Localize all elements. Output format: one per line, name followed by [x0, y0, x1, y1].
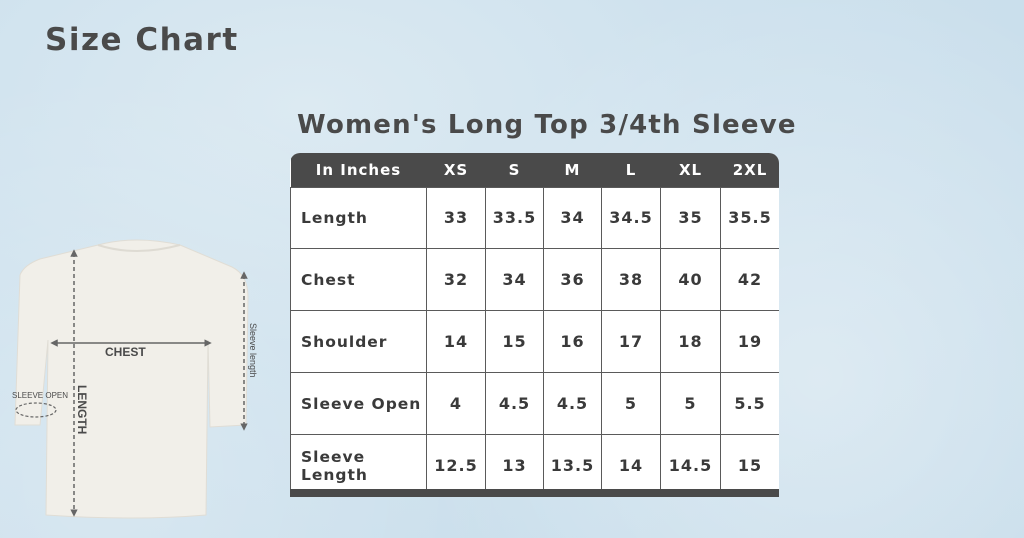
table-cell: 42 [720, 248, 779, 312]
table-cell: 19 [720, 310, 779, 374]
table-cell: 38 [601, 248, 661, 312]
size-table-container: In Inches XS S M L XL 2XL Length 33 33.5… [290, 153, 779, 497]
header-cell: S [508, 160, 521, 179]
table-cell: 5 [660, 372, 721, 436]
row-label: Length [290, 186, 427, 250]
header-cell: L [625, 160, 637, 179]
table-cell: 5.5 [720, 372, 779, 436]
table-cell: 4.5 [543, 372, 602, 436]
header-cell: XL [678, 160, 703, 179]
table-cell: 14 [601, 434, 661, 497]
table-cell: 5 [601, 372, 661, 436]
sleeve-length-label: Sleeve length [248, 323, 258, 378]
table-cell: 12.5 [426, 434, 486, 497]
row-label: Chest [290, 248, 427, 312]
row-label: Shoulder [290, 310, 427, 374]
table-row: Sleeve Open 4 4.5 4.5 5 5 5.5 [290, 372, 779, 436]
header-cell: M [564, 160, 581, 179]
table-cell: 14.5 [660, 434, 721, 497]
table-header-row: In Inches XS S M L XL 2XL [290, 153, 779, 187]
sleeve-open-measure [15, 402, 57, 418]
table-cell: 35 [660, 186, 721, 250]
table-cell: 4 [426, 372, 486, 436]
table-cell: 33 [426, 186, 486, 250]
length-label: LENGTH [75, 385, 89, 434]
table-cell: 15 [485, 310, 544, 374]
table-footer-bar [290, 489, 779, 497]
table-cell: 18 [660, 310, 721, 374]
table-cell: 14 [426, 310, 486, 374]
chest-label: CHEST [105, 345, 146, 359]
table-cell: 16 [543, 310, 602, 374]
shirt-shape [14, 239, 249, 519]
table-row: Chest 32 34 36 38 40 42 [290, 248, 779, 312]
row-label: Sleeve Length [290, 434, 427, 497]
table-cell: 15 [720, 434, 779, 497]
page-title: Size Chart [45, 22, 239, 58]
table-cell: 32 [426, 248, 486, 312]
table-cell: 36 [543, 248, 602, 312]
header-cell: 2XL [732, 160, 768, 179]
size-table: In Inches XS S M L XL 2XL Length 33 33.5… [290, 153, 779, 497]
table-cell: 34.5 [601, 186, 661, 250]
header-cell: XS [443, 160, 469, 179]
row-label: Sleeve Open [290, 372, 427, 436]
table-cell: 34 [543, 186, 602, 250]
table-row: Length 33 33.5 34 34.5 35 35.5 [290, 186, 779, 250]
table-cell: 4.5 [485, 372, 544, 436]
table-cell: 35.5 [720, 186, 779, 250]
table-cell: 33.5 [485, 186, 544, 250]
table-row: Shoulder 14 15 16 17 18 19 [290, 310, 779, 374]
table-cell: 34 [485, 248, 544, 312]
table-cell: 13 [485, 434, 544, 497]
table-title: Women's Long Top 3/4th Sleeve [297, 110, 797, 140]
table-cell: 40 [660, 248, 721, 312]
table-cell: 13.5 [543, 434, 602, 497]
table-cell: 17 [601, 310, 661, 374]
sleeve-open-label: SLEEVE OPEN [12, 391, 68, 400]
garment-diagram: CHEST LENGTH SLEEVE OPEN Sleeve length [12, 239, 258, 519]
table-row: Sleeve Length 12.5 13 13.5 14 14.5 15 [290, 434, 779, 497]
header-cell: In Inches [315, 160, 402, 179]
